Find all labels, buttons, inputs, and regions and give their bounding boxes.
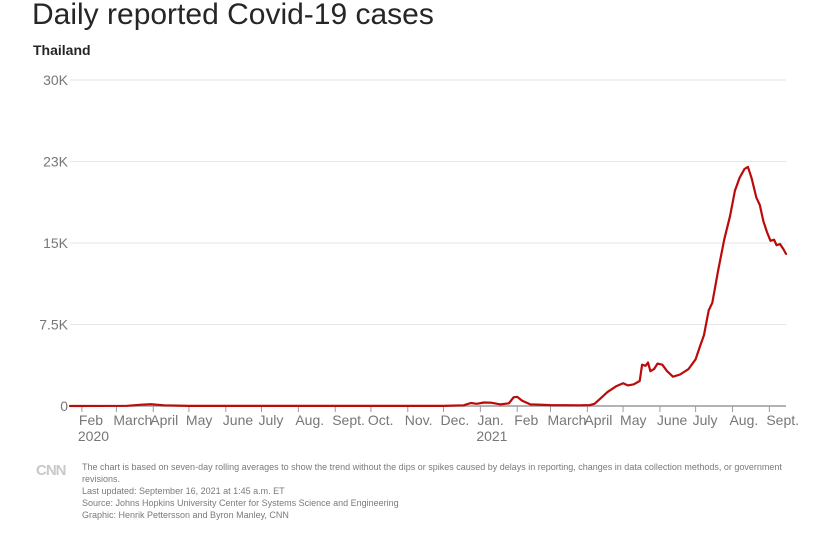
y-tick-label: 23K <box>43 154 69 170</box>
footer-updated: Last updated: September 16, 2021 at 1:45… <box>82 486 285 496</box>
y-tick-label: 7.5K <box>39 317 68 333</box>
x-tick-label: Dec. <box>440 412 469 428</box>
y-axis-labels: 0 7.5K 15K 23K 30K <box>39 72 68 414</box>
footer-note: The chart is based on seven-day rolling … <box>82 462 782 484</box>
x-tick-label: March <box>113 412 152 428</box>
x-tick-label: April <box>150 412 178 428</box>
y-tick-label: 0 <box>60 398 68 414</box>
x-tick-label: Feb <box>79 412 103 428</box>
chart-footer: The chart is based on seven-day rolling … <box>82 461 802 521</box>
x-tick-label: Jan. <box>477 412 503 428</box>
y-tick-label: 30K <box>43 72 69 88</box>
x-tick-label: Sept. <box>332 412 365 428</box>
y-tick-label: 15K <box>43 235 69 251</box>
series-line <box>68 165 788 408</box>
cnn-logo: CNN <box>36 462 66 479</box>
grid-layer <box>70 79 786 407</box>
footer-source: Source: Johns Hopkins University Center … <box>82 498 399 508</box>
series-layer <box>68 165 788 408</box>
x-tick-label: July <box>258 412 283 428</box>
x-tick-year-label: 2021 <box>476 428 507 444</box>
footer-graphic: Graphic: Henrik Pettersson and Byron Man… <box>82 510 289 520</box>
x-tick-label: Aug. <box>295 412 324 428</box>
x-tick-label: May <box>620 412 646 428</box>
x-tick-label: Sept. <box>766 412 799 428</box>
x-tick-year-label: 2020 <box>78 428 109 444</box>
x-tick-label: July <box>693 412 718 428</box>
chart-title: Daily reported Covid-19 cases <box>32 0 434 31</box>
x-tick-label: Nov. <box>405 412 433 428</box>
x-tick-label: May <box>186 412 212 428</box>
x-tick-label: June <box>657 412 688 428</box>
x-tick-label: March <box>548 412 587 428</box>
chart-subtitle: Thailand <box>33 42 91 58</box>
x-tick-label: Feb <box>514 412 538 428</box>
x-tick-label: Aug. <box>729 412 758 428</box>
x-tick-label: Oct. <box>368 412 394 428</box>
x-tick-label: June <box>223 412 254 428</box>
x-tick-label: April <box>584 412 612 428</box>
